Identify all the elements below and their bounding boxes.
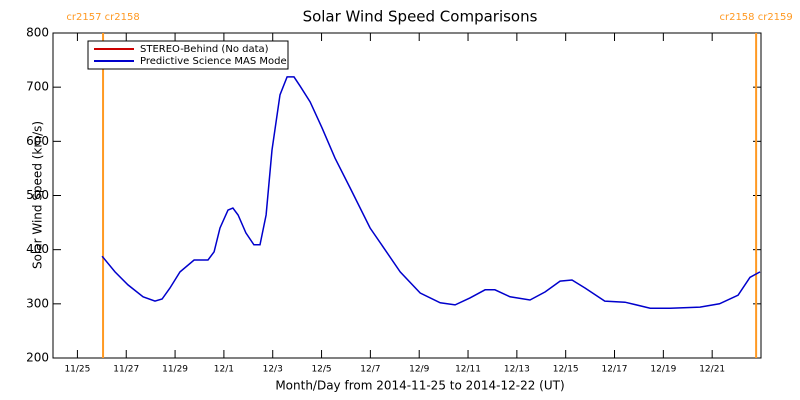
x-tick-label: 12/9 bbox=[409, 365, 429, 375]
x-tick-label: 12/1 bbox=[214, 365, 234, 375]
y-tick-label: 500 bbox=[26, 188, 49, 202]
y-tick-label: 200 bbox=[26, 351, 49, 365]
x-tick-label: 11/25 bbox=[64, 365, 90, 375]
annotation: cr2158 cr2159 bbox=[719, 12, 792, 23]
legend-box bbox=[87, 40, 289, 70]
chart-title: Solar Wind Speed Comparisons bbox=[303, 8, 538, 26]
series-line bbox=[101, 76, 761, 309]
y-tick-label: 800 bbox=[26, 26, 49, 40]
legend-label: STEREO-Behind (No data) bbox=[140, 44, 269, 55]
x-tick-label: 11/27 bbox=[113, 365, 139, 375]
y-tick-label: 300 bbox=[26, 296, 49, 310]
legend-label: Predictive Science MAS Model bbox=[140, 56, 289, 67]
y-tick-label: 700 bbox=[26, 80, 49, 94]
annotation: cr2157 cr2158 bbox=[66, 12, 139, 23]
x-tick-label: 12/13 bbox=[504, 365, 530, 375]
x-tick-label: 12/19 bbox=[650, 365, 676, 375]
x-tick-label: 12/11 bbox=[455, 365, 481, 375]
y-tick-label: 600 bbox=[26, 134, 49, 148]
x-tick-label: 12/15 bbox=[553, 365, 579, 375]
x-tick-label: 12/7 bbox=[360, 365, 380, 375]
x-tick-label: 11/29 bbox=[162, 365, 188, 375]
x-tick-label: 12/3 bbox=[263, 365, 283, 375]
x-tick-label: 12/17 bbox=[602, 365, 628, 375]
y-axis-label: Solar Wind Speed (km/s) bbox=[31, 121, 45, 269]
x-tick-label: 12/5 bbox=[311, 365, 331, 375]
x-tick-label: 12/21 bbox=[699, 365, 725, 375]
y-tick-label: 400 bbox=[26, 242, 49, 256]
x-axis-label: Month/Day from 2014-11-25 to 2014-12-22 … bbox=[275, 379, 564, 393]
